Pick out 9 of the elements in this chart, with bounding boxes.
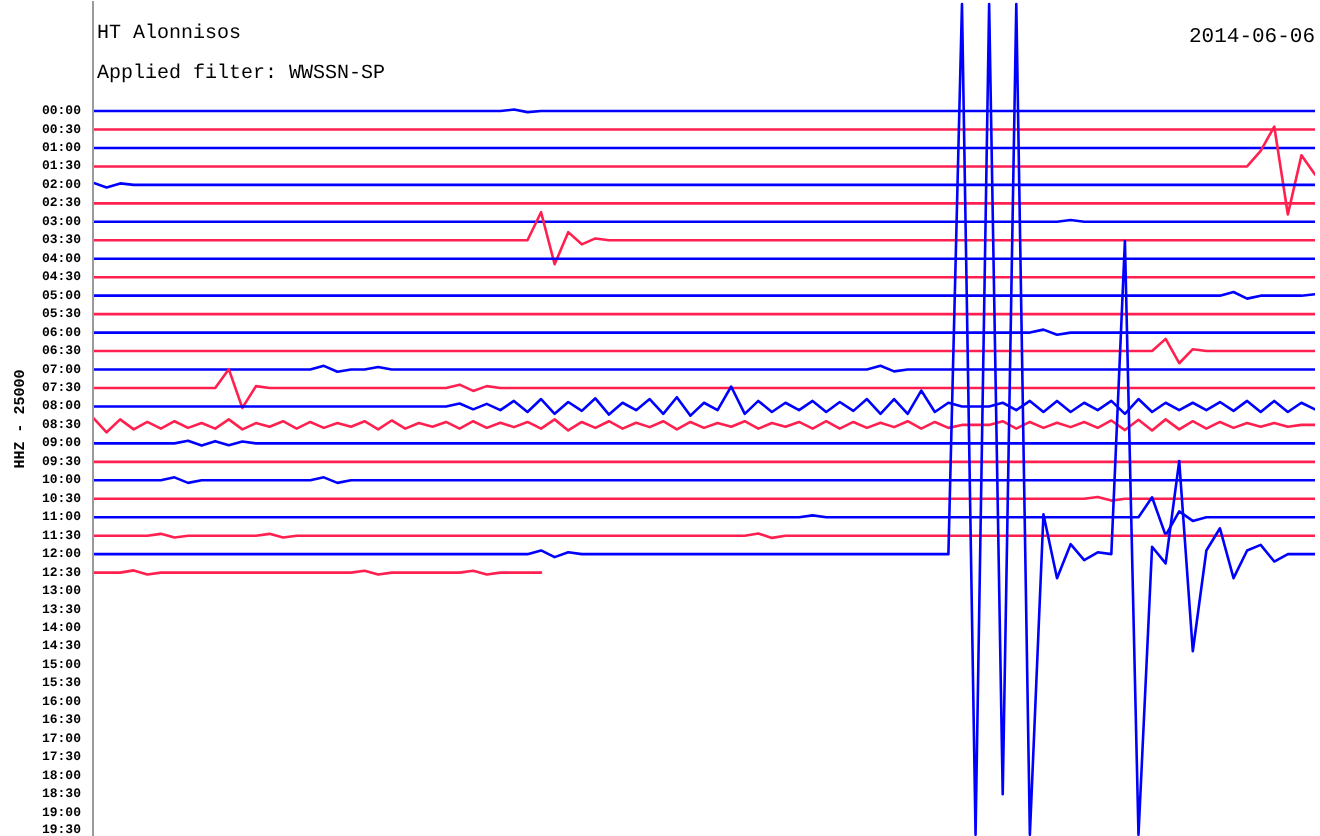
line-series [93, 125, 1315, 216]
line-series [93, 2, 1315, 836]
line-series [93, 367, 1315, 410]
text: HT Alonnisos [97, 22, 242, 46]
line-series [93, 337, 1315, 365]
line-series [93, 210, 1315, 266]
annotation: 2014-06-06 [1188, 26, 1316, 50]
text: Applied filter: WWSSN-SP [97, 62, 386, 86]
line-series [93, 416, 1315, 434]
